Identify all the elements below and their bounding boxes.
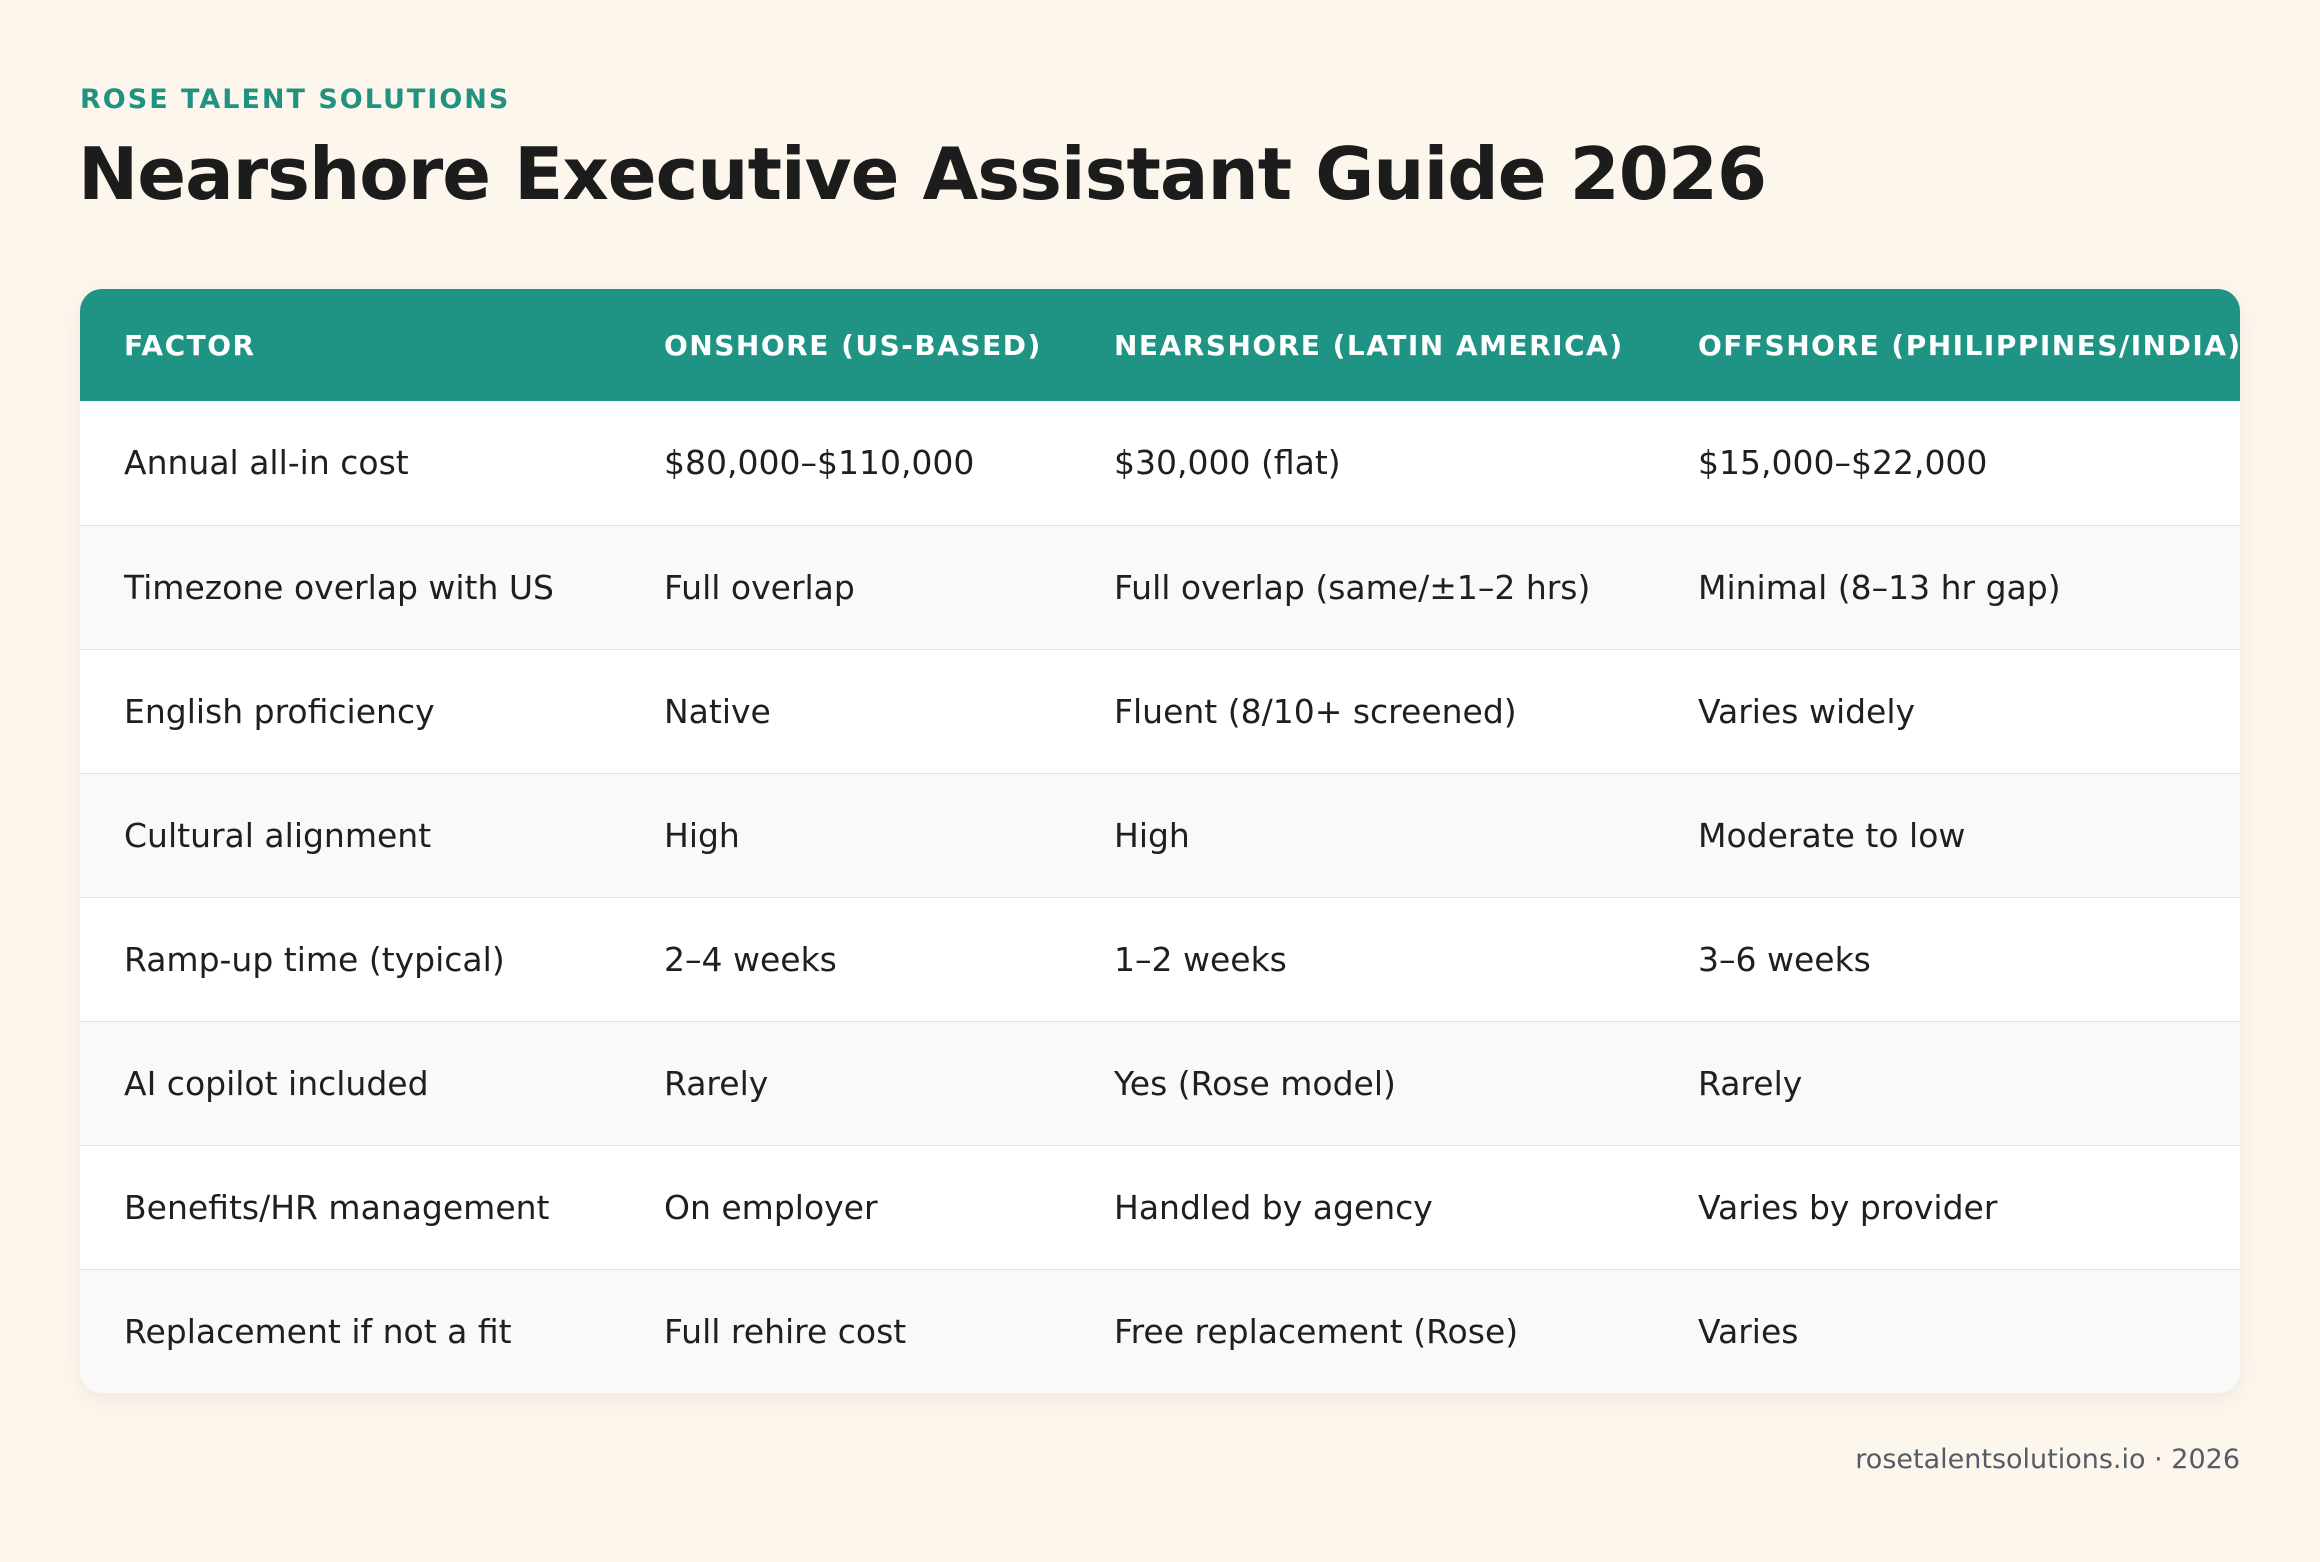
column-header-onshore: ONSHORE (US-BASED): [664, 328, 1042, 362]
nearshore-cell: Full overlap (same/±1–2 hrs): [1114, 567, 1591, 607]
column-header-factor: FACTOR: [124, 328, 256, 362]
factor-cell: English proficiency: [124, 691, 435, 731]
factor-cell: Timezone overlap with US: [124, 567, 554, 607]
offshore-cell: Rarely: [1698, 1063, 1803, 1103]
factor-cell: Cultural alignment: [124, 815, 432, 855]
onshore-cell: Native: [664, 691, 771, 731]
onshore-cell: On employer: [664, 1187, 878, 1227]
nearshore-cell: Fluent (8/10+ screened): [1114, 691, 1517, 731]
offshore-cell: Moderate to low: [1698, 815, 1966, 855]
table-row: English proficiency Native Fluent (8/10+…: [80, 649, 2240, 773]
table-row: Timezone overlap with US Full overlap Fu…: [80, 525, 2240, 649]
nearshore-cell: High: [1114, 815, 1190, 855]
factor-cell: Benefits/HR management: [124, 1187, 550, 1227]
offshore-cell: Minimal (8–13 hr gap): [1698, 567, 2061, 607]
onshore-cell: Full rehire cost: [664, 1311, 907, 1351]
offshore-cell: Varies: [1698, 1311, 1799, 1351]
table-row: Ramp-up time (typical) 2–4 weeks 1–2 wee…: [80, 897, 2240, 1021]
table-row: Cultural alignment High High Moderate to…: [80, 773, 2240, 897]
offshore-cell: 3–6 weeks: [1698, 939, 1871, 979]
nearshore-cell: $30,000 (flat): [1114, 443, 1341, 483]
offshore-cell: $15,000–$22,000: [1698, 443, 1988, 483]
onshore-cell: Rarely: [664, 1063, 769, 1103]
onshore-cell: 2–4 weeks: [664, 939, 837, 979]
onshore-cell: $80,000–$110,000: [664, 443, 975, 483]
factor-cell: Ramp-up time (typical): [124, 939, 505, 979]
table-row: AI copilot included Rarely Yes (Rose mod…: [80, 1021, 2240, 1145]
column-header-nearshore: NEARSHORE (LATIN AMERICA): [1114, 328, 1624, 362]
nearshore-cell: 1–2 weeks: [1114, 939, 1287, 979]
column-header-offshore: OFFSHORE (PHILIPPINES/INDIA): [1698, 328, 2240, 362]
onshore-cell: High: [664, 815, 740, 855]
table-row: Benefits/HR management On employer Handl…: [80, 1145, 2240, 1269]
footer-credit: rosetalentsolutions.io · 2026: [1855, 1444, 2240, 1475]
table-row: Annual all-in cost $80,000–$110,000 $30,…: [80, 401, 2240, 525]
factor-cell: AI copilot included: [124, 1063, 429, 1103]
nearshore-cell: Yes (Rose model): [1114, 1063, 1396, 1103]
factor-cell: Annual all-in cost: [124, 443, 409, 483]
nearshore-cell: Handled by agency: [1114, 1187, 1433, 1227]
page-title: Nearshore Executive Assistant Guide 2026: [78, 132, 1767, 216]
table-row: Replacement if not a fit Full rehire cos…: [80, 1269, 2240, 1393]
nearshore-cell: Free replacement (Rose): [1114, 1311, 1519, 1351]
offshore-cell: Varies widely: [1698, 691, 1916, 731]
offshore-cell: Varies by provider: [1698, 1187, 1998, 1227]
brand-label: ROSE TALENT SOLUTIONS: [80, 84, 511, 115]
table-header-row: FACTOR ONSHORE (US-BASED) NEARSHORE (LAT…: [80, 289, 2240, 401]
factor-cell: Replacement if not a fit: [124, 1311, 512, 1351]
onshore-cell: Full overlap: [664, 567, 855, 607]
comparison-table: FACTOR ONSHORE (US-BASED) NEARSHORE (LAT…: [80, 289, 2240, 1393]
